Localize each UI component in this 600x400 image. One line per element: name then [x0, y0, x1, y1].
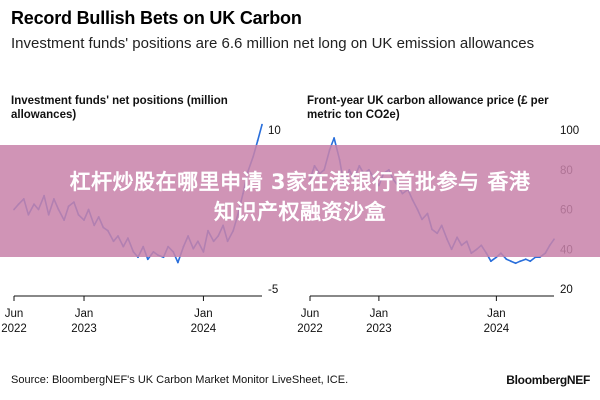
data-point-1-44	[524, 258, 527, 261]
watermark-line-1: 杠杆炒股在哪里申请 3家在港银行首批参与 香港	[69, 170, 531, 194]
data-point-1-41	[510, 260, 512, 263]
chart-title-carbon-price: Front-year UK carbon allowance price (£ …	[307, 95, 549, 121]
watermark-line-2: 知识产权融资沙盒	[214, 200, 386, 224]
data-point-0-27	[146, 258, 149, 261]
x-tick-label-year-0-2: 2024	[191, 323, 217, 335]
y-tick-label-1-0: 100	[560, 125, 579, 137]
x-tick-label-month-1-0: Jun	[301, 308, 320, 320]
data-point-1-5	[333, 137, 335, 139]
x-tick-label-year-1-1: 2023	[366, 323, 392, 335]
x-tick-label-month-0-2: Jan	[194, 308, 213, 320]
x-tick-label-month-0-1: Jan	[75, 308, 94, 320]
data-point-1-45	[529, 260, 532, 263]
data-point-1-40	[505, 258, 508, 261]
data-point-1-43	[519, 260, 522, 263]
watermark-banner: 杠杆炒股在哪里申请 3家在港银行首批参与 香港 知识产权融资沙盒	[0, 145, 600, 257]
x-tick-label-year-0-1: 2023	[71, 323, 97, 335]
data-point-1-37	[490, 260, 492, 263]
data-point-0-50	[261, 123, 263, 126]
x-tick-label-month-0-0: Jun	[5, 308, 24, 320]
x-tick-label-year-0-0: 2022	[1, 323, 27, 335]
x-tick-label-month-1-1: Jan	[370, 308, 389, 320]
y-tick-label-1-4: 20	[560, 284, 573, 296]
source-note: Source: BloombergNEF's UK Carbon Market …	[11, 374, 349, 386]
page-subtitle: Investment funds' positions are 6.6 mill…	[11, 35, 535, 52]
x-tick-label-month-1-2: Jan	[487, 308, 506, 320]
x-tick-label-year-1-0: 2022	[297, 323, 323, 335]
y-tick-label-0-0: 10	[268, 125, 281, 137]
data-point-0-49	[256, 139, 259, 142]
data-point-0-33	[177, 261, 179, 264]
data-point-1-42	[514, 262, 517, 265]
chart-title-net-positions: Investment funds' net positions (million…	[11, 95, 228, 121]
watermark-text: 杠杆炒股在哪里申请 3家在港银行首批参与 香港 知识产权融资沙盒	[0, 145, 600, 227]
y-tick-label-0-3: -5	[268, 284, 278, 296]
page-title: Record Bullish Bets on UK Carbon	[11, 8, 302, 28]
footer-divider	[11, 364, 589, 365]
x-tick-label-year-1-2: 2024	[484, 323, 510, 335]
brand-logo: BloombergNEF	[506, 373, 590, 387]
